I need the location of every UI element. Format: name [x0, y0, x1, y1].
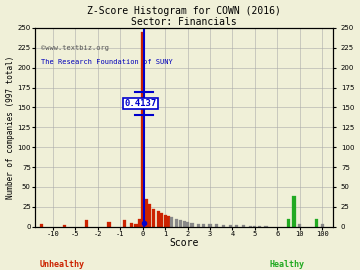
Bar: [202, 224, 205, 227]
Bar: [167, 215, 170, 227]
Bar: [183, 221, 186, 227]
Bar: [85, 220, 88, 227]
Bar: [63, 225, 66, 227]
Y-axis label: Number of companies (997 total): Number of companies (997 total): [5, 56, 14, 199]
Bar: [320, 224, 324, 227]
X-axis label: Score: Score: [170, 238, 199, 248]
Text: 0.4137: 0.4137: [125, 99, 157, 108]
Bar: [144, 199, 148, 227]
Bar: [249, 226, 252, 227]
Bar: [292, 197, 296, 227]
Bar: [208, 224, 212, 227]
Bar: [163, 215, 167, 227]
Bar: [315, 219, 318, 227]
Bar: [258, 226, 261, 227]
Bar: [141, 32, 144, 227]
Bar: [123, 220, 126, 227]
Bar: [130, 223, 133, 227]
Bar: [265, 226, 267, 227]
Bar: [148, 204, 151, 227]
Title: Z-Score Histogram for COWN (2016)
Sector: Financials: Z-Score Histogram for COWN (2016) Sector…: [87, 6, 281, 27]
Bar: [179, 220, 183, 227]
Bar: [229, 225, 232, 227]
Bar: [222, 225, 225, 227]
Text: The Research Foundation of SUNY: The Research Foundation of SUNY: [41, 59, 173, 65]
Bar: [298, 224, 301, 227]
Bar: [157, 211, 160, 227]
Bar: [287, 219, 290, 227]
Text: Unhealthy: Unhealthy: [40, 260, 85, 269]
Text: ©www.textbiz.org: ©www.textbiz.org: [41, 45, 109, 51]
Bar: [242, 225, 245, 227]
Bar: [152, 209, 156, 227]
Bar: [253, 226, 256, 227]
Bar: [134, 224, 138, 227]
Bar: [190, 223, 194, 227]
Bar: [215, 224, 218, 227]
Bar: [107, 222, 111, 227]
Bar: [40, 224, 43, 227]
Bar: [235, 225, 238, 227]
Bar: [170, 217, 174, 227]
Bar: [175, 219, 178, 227]
Bar: [160, 213, 163, 227]
Text: Healthy: Healthy: [270, 260, 305, 269]
Bar: [197, 224, 200, 227]
Bar: [186, 222, 189, 227]
Bar: [138, 219, 141, 227]
